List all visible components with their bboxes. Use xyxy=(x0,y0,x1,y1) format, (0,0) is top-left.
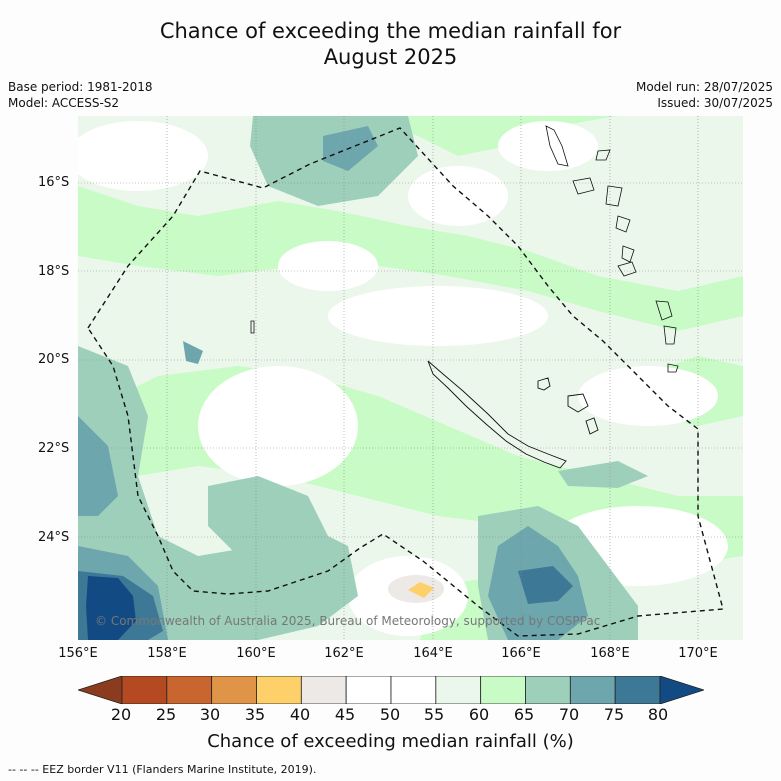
lat-label-22s: 22°S xyxy=(38,441,70,456)
colorbar-segment xyxy=(345,676,392,704)
title-line-2: August 2025 xyxy=(323,45,458,69)
colorbar-segment xyxy=(121,676,168,704)
lon-label-160e: 160°E xyxy=(236,646,276,661)
title-line-1: Chance of exceeding the median rainfall … xyxy=(159,19,622,43)
colorbar-segment xyxy=(211,676,257,704)
colorbar-extend-low xyxy=(78,676,123,704)
colorbar-tick-75: 75 xyxy=(603,705,625,724)
colorbar-segment xyxy=(256,676,302,704)
colorbar-tick-70: 70 xyxy=(558,705,580,724)
lon-label-168e: 168°E xyxy=(590,646,630,661)
colorbar-segment xyxy=(435,676,482,704)
colorbar-title: Chance of exceeding median rainfall (%) xyxy=(207,731,574,752)
lat-label-24s: 24°S xyxy=(38,530,70,545)
lon-label-166e: 166°E xyxy=(501,646,541,661)
band-35-40 xyxy=(408,582,434,598)
colorbar-segment xyxy=(569,676,616,704)
colorbar-tick-60: 60 xyxy=(468,705,490,724)
lon-label-156e: 156°E xyxy=(58,646,98,661)
colorbar-tick-65: 65 xyxy=(513,705,535,724)
colorbar xyxy=(78,676,704,704)
colorbar-tick-25: 25 xyxy=(155,705,177,724)
colorbar-tick-20: 20 xyxy=(110,705,132,724)
metadata-left: Base period: 1981-2018 Model: ACCESS-S2 xyxy=(8,79,153,111)
graticule xyxy=(78,116,743,640)
model-run: Model run: 28/07/2025 xyxy=(635,80,773,94)
lat-label-16s: 16°S xyxy=(38,175,70,190)
lon-label-170e: 170°E xyxy=(678,646,718,661)
colorbar-segment xyxy=(525,676,571,704)
colorbar-segment xyxy=(300,676,347,704)
metadata-right: Model run: 28/07/2025 Issued: 30/07/2025 xyxy=(636,79,773,111)
colorbar-tick-50: 50 xyxy=(379,705,401,724)
copyright-notice: © Commonwealth of Australia 2025, Bureau… xyxy=(95,614,601,628)
lat-label-20s: 20°S xyxy=(38,352,70,367)
new-caledonia-coastline xyxy=(427,360,567,469)
colorbar-segment xyxy=(614,676,661,704)
lat-label-18s: 18°S xyxy=(38,264,70,279)
small-island xyxy=(250,320,255,334)
band-50-60 xyxy=(78,121,728,636)
colorbar-tick-40: 40 xyxy=(289,705,311,724)
colorbar-tick-80: 80 xyxy=(647,705,669,724)
issued-date: Issued: 30/07/2025 xyxy=(657,96,773,110)
map-title: Chance of exceeding the median rainfall … xyxy=(0,18,781,70)
colorbar-segment xyxy=(166,676,213,704)
eez-legend-footer: -- -- -- EEZ border V11 (Flanders Marine… xyxy=(8,763,317,776)
colorbar-segment xyxy=(390,676,437,704)
loyalty-islands-coastline xyxy=(537,377,599,435)
colorbar-tick-55: 55 xyxy=(423,705,445,724)
colorbar-segment xyxy=(480,676,526,704)
eez-border xyxy=(87,127,724,637)
colorbar-extend-high xyxy=(659,676,704,704)
rainfall-map xyxy=(78,116,743,640)
lon-label-162e: 162°E xyxy=(324,646,364,661)
colorbar-tick-45: 45 xyxy=(334,705,356,724)
base-period: Base period: 1981-2018 xyxy=(8,80,153,94)
lon-label-158e: 158°E xyxy=(147,646,187,661)
lon-label-164e: 164°E xyxy=(413,646,453,661)
model-name: Model: ACCESS-S2 xyxy=(8,96,120,110)
colorbar-tick-30: 30 xyxy=(199,705,221,724)
colorbar-tick-35: 35 xyxy=(244,705,266,724)
band-above-80 xyxy=(86,576,136,640)
vanuatu-coastline xyxy=(545,125,679,373)
